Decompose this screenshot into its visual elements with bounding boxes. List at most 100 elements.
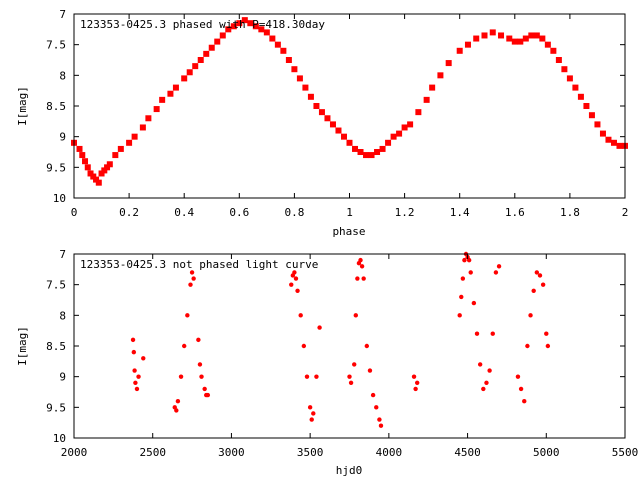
time-series-data-point [531, 288, 536, 293]
time-series-tick-marks [73, 253, 626, 439]
phased-y-tick-label: 7 [59, 8, 66, 21]
time-series-data-point [205, 392, 211, 398]
time-series-y-tick-labels: 7 7.5 8 8.5 9 9.5 10 [46, 248, 66, 445]
time-series-data-point [493, 270, 499, 275]
phased-y-axis-label: I[mag] [16, 86, 29, 126]
phased-y-tick-labels: 7 7.5 8 8.5 9 9.5 10 [46, 8, 66, 205]
phased-data-point [423, 96, 430, 103]
phased-data-point [274, 41, 281, 48]
time-series-data-point [197, 362, 203, 367]
phased-data-point [335, 127, 342, 134]
phased-data-point [90, 173, 97, 180]
phased-data-point [82, 158, 89, 165]
time-series-data-point [364, 343, 370, 349]
time-series-x-tick-label: 2500 [139, 446, 166, 459]
phased-data-point [583, 103, 590, 109]
phased-data-point [241, 17, 248, 24]
time-series-data-point [295, 288, 300, 293]
time-series-data-point [528, 313, 533, 318]
time-series-data-point [298, 313, 303, 318]
phased-data-point [539, 35, 546, 42]
phased-data-point [561, 66, 568, 73]
time-series-data-point [178, 374, 184, 379]
phased-data-point [117, 145, 124, 152]
phased-data-point [214, 38, 221, 45]
time-series-data-point [378, 423, 384, 428]
phased-data-point [401, 124, 408, 131]
time-series-data-point [355, 276, 360, 281]
time-series-data-point [352, 362, 357, 367]
time-series-data-point [307, 405, 313, 410]
phased-data-point [258, 26, 265, 33]
phased-data-point [588, 112, 595, 119]
time-series-data-point [353, 313, 358, 318]
phased-data-point [95, 179, 102, 186]
phased-data-point [506, 35, 513, 42]
phased-y-tick-label: 10 [53, 192, 66, 205]
phased-data-point [302, 84, 309, 91]
phased-x-tick-label: 0 [71, 206, 78, 219]
phased-data-point [87, 170, 94, 177]
phased-data-point [379, 145, 386, 152]
time-series-data-points [130, 251, 551, 428]
phased-data-point [368, 152, 375, 159]
phased-data-point [153, 106, 160, 113]
phased-data-point [544, 41, 551, 48]
phased-y-tick-label: 9.5 [46, 161, 66, 174]
phased-data-point [357, 149, 364, 155]
phased-data-point [533, 32, 540, 39]
phased-data-point [285, 57, 292, 63]
phased-data-point [528, 32, 535, 39]
time-series-y-tick-label: 8.5 [46, 340, 66, 353]
phased-x-tick-label: 0.8 [284, 206, 304, 219]
phased-data-point [429, 84, 436, 91]
phased-data-point [269, 35, 276, 42]
phased-x-tick-label: 2 [622, 206, 629, 219]
phased-x-tick-label: 1.4 [450, 206, 470, 219]
time-series-data-point [309, 417, 314, 422]
time-series-chart-title: 123353-0425.3 not phased light curve [80, 258, 318, 271]
phased-data-point [139, 124, 146, 131]
time-series-y-tick-label: 8 [59, 309, 66, 322]
phased-tick-marks [73, 13, 626, 199]
phased-data-point [79, 152, 86, 159]
phased-panel: 0 0.2 0.4 0.6 0.8 1 1.2 1.4 1.6 1.8 2 7 7.5 8 8.5 9 9.5… [16, 8, 628, 238]
time-series-data-point [540, 282, 546, 287]
time-series-data-point [377, 417, 382, 422]
time-series-data-point [474, 331, 480, 336]
phased-data-point [203, 50, 210, 57]
time-series-data-point [311, 411, 316, 416]
phased-data-point [296, 75, 303, 82]
phased-chart-title: 123353-0425.3 phased with P=418.30day [80, 18, 325, 31]
phased-data-point [511, 38, 518, 45]
time-series-data-point [468, 270, 473, 275]
phased-data-point [197, 57, 204, 63]
time-series-data-point [471, 300, 477, 306]
phased-data-points [71, 17, 628, 186]
time-series-data-point [481, 386, 486, 392]
phased-x-tick-labels: 0 0.2 0.4 0.6 0.8 1 1.2 1.4 1.6 1.8 2 [71, 206, 629, 219]
time-series-data-point [359, 264, 365, 269]
phased-data-point [555, 57, 562, 63]
phased-data-point [577, 93, 584, 100]
time-series-data-point [314, 374, 319, 379]
phased-data-point [566, 75, 573, 82]
time-series-data-point [132, 368, 137, 373]
phased-data-point [104, 164, 111, 171]
time-series-data-point [136, 374, 141, 379]
phased-x-tick-label: 1.8 [560, 206, 580, 219]
time-series-y-tick-label: 10 [53, 432, 66, 445]
phased-data-point [456, 47, 463, 54]
time-series-data-point [292, 270, 297, 275]
time-series-data-point [361, 276, 366, 281]
time-series-data-point [370, 392, 376, 398]
phased-x-tick-label: 0.4 [174, 206, 194, 219]
phased-data-point [352, 145, 359, 152]
phased-data-point [363, 152, 370, 159]
time-series-x-tick-label: 5500 [612, 446, 639, 459]
time-series-data-point [459, 294, 464, 300]
phased-data-point [76, 145, 83, 152]
time-series-x-tick-label: 4000 [376, 446, 403, 459]
time-series-data-point [133, 380, 138, 385]
